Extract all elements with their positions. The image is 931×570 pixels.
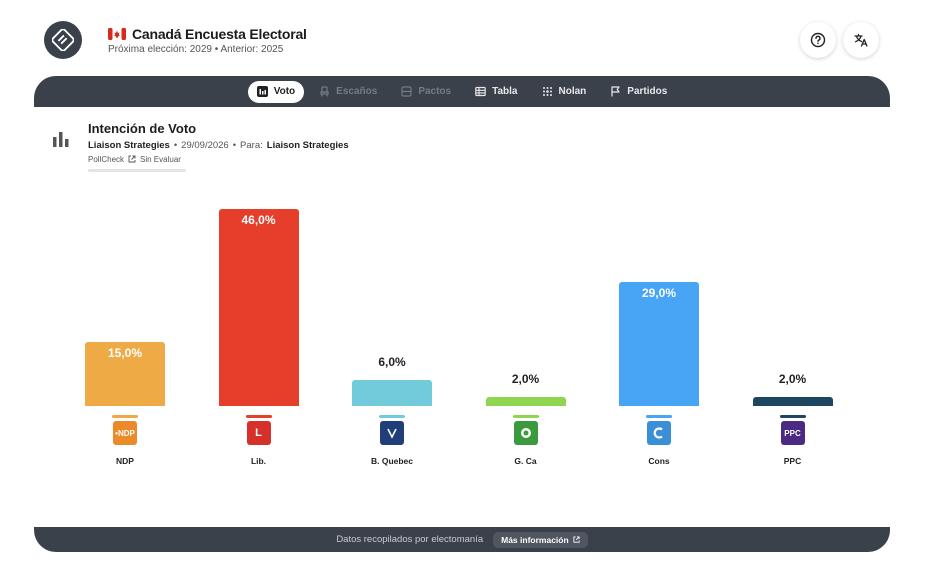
bar — [85, 341, 165, 406]
bar-underline — [112, 415, 138, 418]
bar-chart: 15,0% •NDP NDP 46,0% L Lib. 6,0% B. Quebec 2,0% G… — [34, 107, 890, 527]
bar-value-label: 2,0% — [511, 372, 540, 387]
party-logo-icon[interactable] — [647, 421, 671, 445]
poll-meta: Liaison Strategies • 29/09/2026 • Para: … — [88, 140, 349, 151]
bar-chart-icon — [53, 132, 69, 147]
pollcheck-row[interactable]: PollCheck Sin Evaluar — [88, 155, 181, 164]
more-info-button[interactable]: Más información — [493, 531, 588, 548]
bar — [352, 380, 432, 406]
tab-tabla-label: Tabla — [492, 86, 518, 97]
bar-value-label: 2,0% — [778, 372, 807, 387]
app-title-text: Canadá Encuesta Electoral — [132, 26, 307, 42]
meta-separator: • — [173, 140, 178, 151]
poll-card: Voto Escaños Pactos Tabla Nolan — [34, 76, 890, 552]
external-link-icon — [573, 536, 580, 543]
bar-value-label: 6,0% — [378, 355, 406, 370]
translate-icon — [854, 33, 868, 47]
app-title: Canadá Encuesta Electoral — [108, 26, 307, 42]
chart-title: Intención de Voto — [88, 121, 197, 136]
party-name-label: B. Quebec — [370, 456, 414, 466]
nolan-icon — [542, 86, 553, 97]
pollster-name: Liaison Strategies — [88, 140, 170, 151]
tab-escanos[interactable]: Escaños — [310, 81, 386, 103]
tab-pactos-label: Pactos — [418, 86, 452, 97]
chart-panel: Intención de Voto Liaison Strategies • 2… — [34, 107, 890, 527]
bar-value-label: 46,0% — [241, 213, 276, 227]
logo-mark-icon — [52, 29, 74, 51]
election-dates: Próxima elección: 2029 • Anterior: 2025 — [108, 44, 284, 55]
party-name-label: Cons — [648, 456, 670, 466]
language-button[interactable] — [843, 22, 879, 58]
bar-underline — [379, 415, 405, 418]
tab-pactos[interactable]: Pactos — [392, 81, 460, 103]
bar — [485, 397, 566, 406]
help-button[interactable] — [800, 22, 836, 58]
tab-voto-label: Voto — [273, 86, 296, 97]
bar-chart-icon — [256, 86, 268, 97]
help-icon — [810, 32, 826, 48]
tab-nolan[interactable]: Nolan — [533, 81, 596, 103]
party-name-label: PPC — [783, 456, 802, 466]
app-logo-icon[interactable] — [44, 21, 82, 59]
party-name-label: Lib. — [250, 456, 267, 466]
pollcheck-rating: Sin Evaluar — [140, 155, 181, 164]
external-link-icon — [128, 155, 136, 163]
bar — [218, 209, 299, 406]
meta-separator: • — [232, 140, 237, 151]
top-bar: Canadá Encuesta Electoral Próxima elecci… — [0, 0, 931, 78]
tab-partidos-label: Partidos — [627, 86, 668, 97]
bar — [752, 397, 833, 406]
pollcheck-label: PollCheck — [88, 155, 125, 164]
poll-date: 29/09/2026 — [181, 140, 229, 151]
pollcheck-bar — [88, 169, 186, 172]
bar-underline — [245, 415, 272, 418]
tab-tabla[interactable]: Tabla — [466, 81, 526, 103]
bar-underline — [779, 415, 806, 418]
footer-text: Datos recopilados por electomanía — [336, 534, 484, 545]
footer: Datos recopilados por electomanía Más in… — [34, 527, 890, 552]
party-logo-icon[interactable] — [513, 421, 538, 445]
more-info-label: Más información — [501, 534, 569, 545]
party-logo-icon[interactable]: PPC — [780, 421, 805, 445]
party-logo-icon[interactable] — [380, 421, 404, 445]
seat-icon — [319, 86, 330, 97]
view-tabs: Voto Escaños Pactos Tabla Nolan — [34, 76, 890, 107]
bar-value-label: 15,0% — [107, 345, 143, 360]
bar-underline — [646, 415, 672, 418]
party-logo-icon[interactable]: L — [246, 421, 271, 445]
party-logo-icon[interactable]: •NDP — [113, 421, 137, 445]
pact-icon — [401, 86, 412, 97]
tab-partidos[interactable]: Partidos — [601, 81, 676, 103]
tab-nolan-label: Nolan — [558, 86, 587, 97]
for-value: Liaison Strategies — [266, 140, 349, 151]
bar-underline — [512, 415, 539, 418]
canada-flag-icon — [108, 28, 126, 40]
party-name-label: G. Ca — [514, 456, 537, 466]
bar — [619, 281, 699, 406]
party-name-label: NDP — [116, 456, 134, 466]
table-icon — [475, 86, 486, 97]
tab-voto[interactable]: Voto — [247, 80, 305, 103]
flag-icon — [610, 86, 621, 97]
for-label: Para: — [240, 140, 263, 151]
bar-value-label: 29,0% — [641, 285, 677, 300]
tab-escanos-label: Escaños — [336, 86, 378, 97]
